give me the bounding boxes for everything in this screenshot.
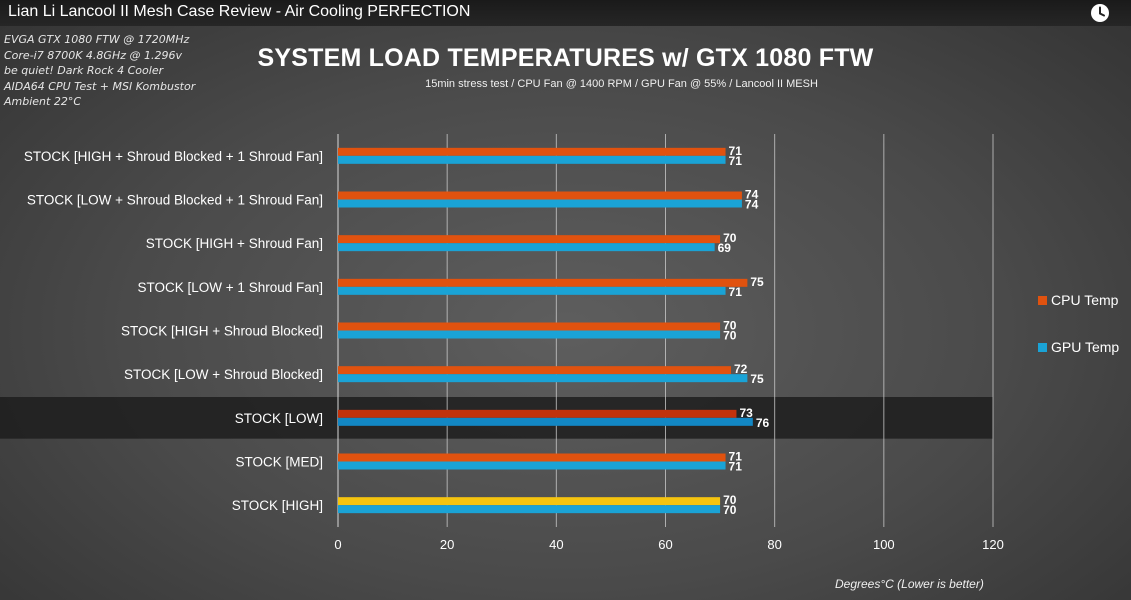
gpu-temp-bar [338,505,721,514]
chart-title: SYSTEM LOAD TEMPERATURES w/ GTX 1080 FTW [257,44,874,72]
gpu-temp-data-label: 69 [718,241,732,255]
category-label: STOCK [LOW + Shroud Blocked + 1 Shroud F… [27,193,323,208]
gpu-temp-bar [338,199,742,208]
cpu-temp-data-label: 70 [723,231,737,245]
cpu-temp-data-label: 72 [734,362,748,376]
cpu-temp-data-label: 73 [739,406,753,420]
gpu-temp-bar [338,417,753,426]
gpu-temp-bar [338,243,715,252]
x-tick-label: 40 [549,537,563,552]
spec-gpu: EVGA GTX 1080 FTW @ 1720MHz [4,33,190,46]
gpu-temp-data-label: 70 [723,329,737,343]
gpu-temp-data-label: 71 [729,285,743,299]
gpu-temp-bar [338,330,721,339]
legend-label-gpu: GPU Temp [1051,339,1120,355]
gpu-temp-data-label: 75 [750,372,764,386]
legend-cpu-temp: CPU Temp [1038,292,1118,308]
x-tick-label: 60 [658,537,672,552]
gpu-temp-data-label: 71 [729,460,743,474]
gpu-temp-bar [338,461,726,470]
cpu-temp-bar [338,278,748,287]
legend-gpu-temp: GPU Temp [1038,339,1119,355]
video-title: Lian Li Lancool II Mesh Case Review - Ai… [8,3,471,20]
category-label: STOCK [MED] [235,455,323,470]
cpu-temp-data-label: 71 [729,450,743,464]
cpu-temp-data-label: 75 [750,275,764,289]
spec-cpu: Core-i7 8700K 4.8GHz @ 1.296v [4,48,182,62]
cpu-temp-bar [338,409,737,418]
cpu-temp-data-label: 71 [729,144,743,158]
category-label: STOCK [LOW] [235,411,323,426]
gpu-temp-data-label: 76 [756,416,770,430]
cpu-temp-data-label: 70 [723,493,737,507]
cpu-temp-bar [338,366,731,375]
spec-test: AIDA64 CPU Test + MSI Kombustor [4,79,196,93]
cpu-temp-bar [338,191,742,200]
gpu-temp-bar [338,374,748,383]
spec-ambient: Ambient 22°C [4,95,82,108]
x-axis-label: Degrees°C (Lower is better) [835,577,984,591]
category-label: STOCK [LOW + Shroud Blocked] [124,367,323,382]
x-tick-label: 80 [767,537,781,552]
cpu-temp-bar [338,322,721,331]
cpu-temp-data-label: 74 [745,188,759,202]
gpu-temp-data-label: 70 [723,503,737,517]
legend-label-cpu: CPU Temp [1051,292,1119,308]
legend-swatch-gpu [1038,343,1047,352]
x-tick-label: 0 [334,537,341,552]
legend-swatch-cpu [1038,296,1047,305]
cpu-temp-bar [338,453,726,462]
category-label: STOCK [LOW + 1 Shroud Fan] [138,280,323,295]
gpu-temp-bar [338,286,726,295]
category-label: STOCK [HIGH + Shroud Blocked] [121,324,323,339]
category-label: STOCK [HIGH + Shroud Blocked + 1 Shroud … [24,149,323,164]
x-tick-label: 20 [440,537,454,552]
category-label: STOCK [HIGH + Shroud Fan] [146,236,323,251]
gpu-temp-data-label: 74 [745,198,759,212]
cpu-temp-data-label: 70 [723,319,737,333]
watch-later-icon[interactable] [1090,3,1110,23]
cpu-temp-bar [338,497,721,506]
spec-cooler: be quiet! Dark Rock 4 Cooler [4,64,164,77]
cpu-temp-bar [338,235,721,244]
cpu-temp-bar [338,147,726,156]
chart-subtitle: 15min stress test / CPU Fan @ 1400 RPM /… [425,78,818,90]
gpu-temp-bar [338,155,726,164]
category-label: STOCK [HIGH] [232,498,323,513]
x-tick-label: 100 [873,537,895,552]
video-title-bar: Lian Li Lancool II Mesh Case Review - Ai… [0,0,1131,26]
x-tick-label: 120 [982,537,1004,552]
gpu-temp-data-label: 71 [729,154,743,168]
test-specs: EVGA GTX 1080 FTW @ 1720MHz Core-i7 8700… [4,32,195,110]
